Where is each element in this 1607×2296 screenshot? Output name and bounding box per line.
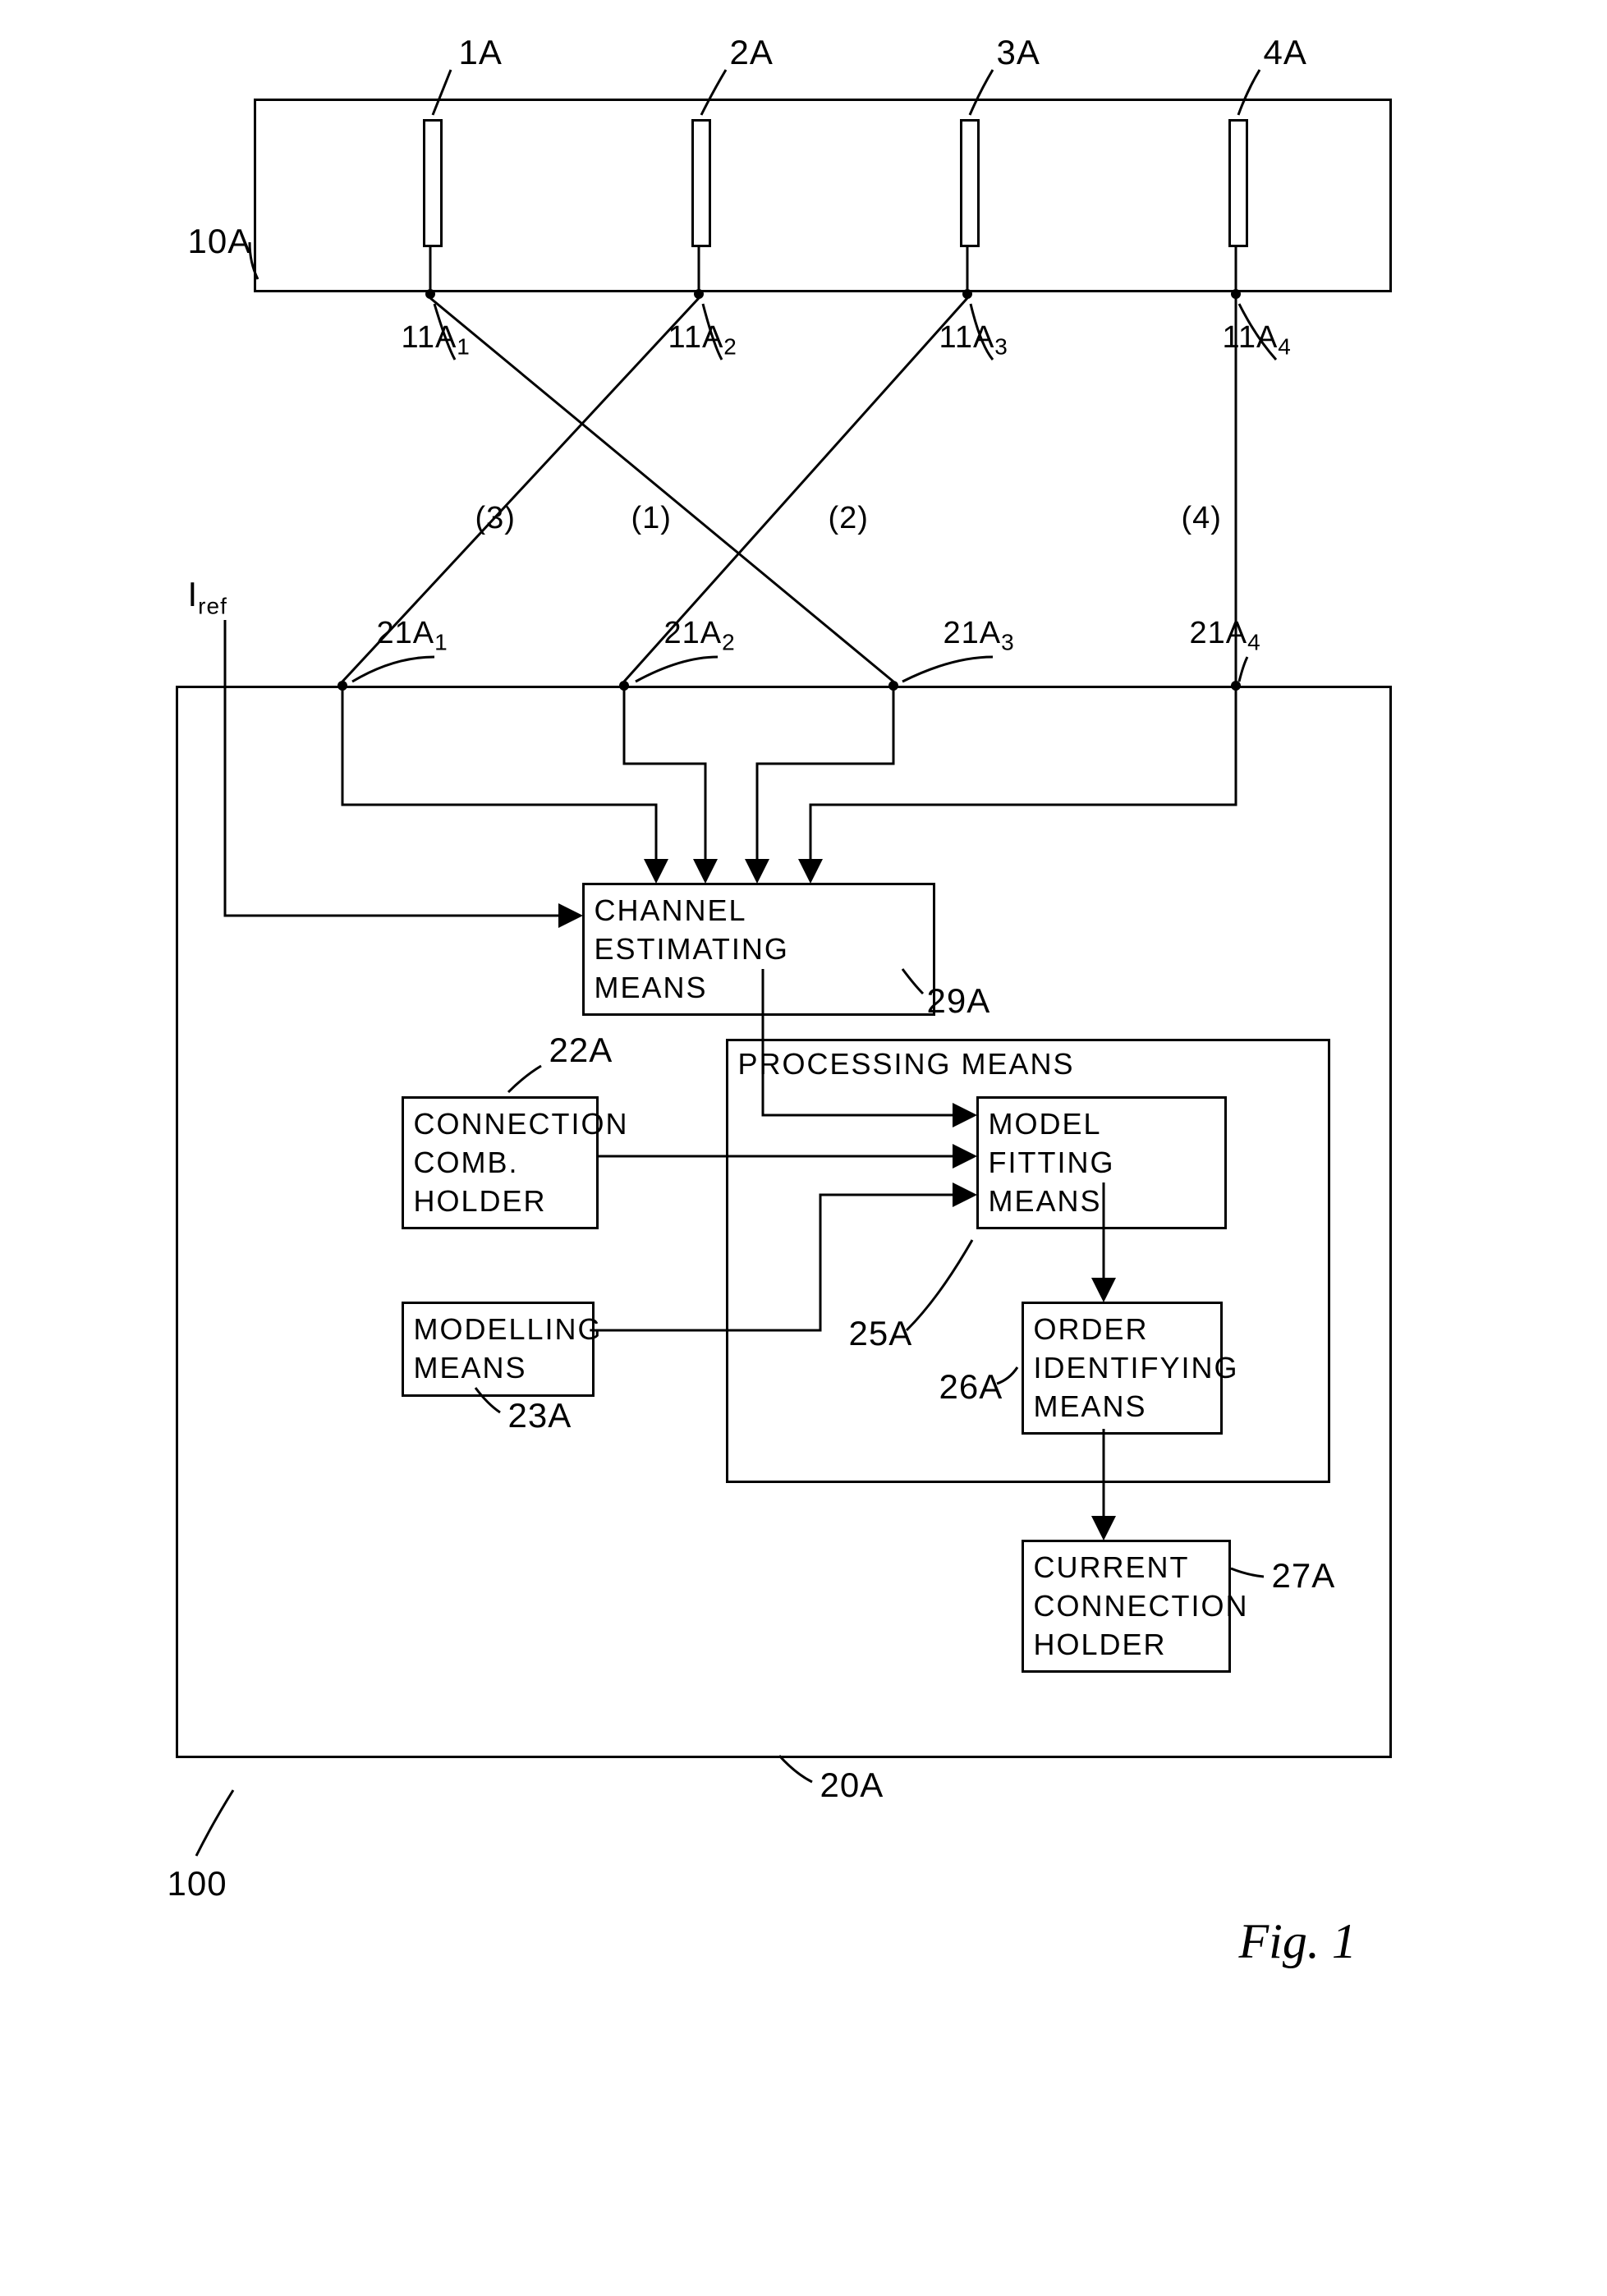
label-processing: PROCESSING MEANS [738, 1047, 1075, 1081]
label-29a: 29A [927, 981, 991, 1021]
label-2a: 2A [730, 33, 774, 72]
label-cross-2: (2) [829, 501, 869, 536]
label-11a2: 11A2 [668, 320, 737, 360]
block-connection-comb: CONNECTION COMB. HOLDER [402, 1096, 599, 1229]
label-23a: 23A [508, 1396, 572, 1435]
label-fig: Fig. 1 [1239, 1913, 1357, 1970]
label-100: 100 [168, 1864, 227, 1903]
label-cross-3: (3) [475, 501, 516, 536]
diagram-container: 1A 2A 3A 4A 10A 11A1 11A2 11A3 11A4 (3) … [106, 33, 1502, 2004]
antenna-3 [960, 119, 980, 247]
block-current-connection: CURRENT CONNECTION HOLDER [1022, 1540, 1231, 1673]
antenna-4 [1228, 119, 1248, 247]
label-27a: 27A [1272, 1556, 1336, 1596]
antenna-1 [423, 119, 443, 247]
block-modelling: MODELLING MEANS [402, 1302, 595, 1397]
label-3a: 3A [997, 33, 1040, 72]
label-11a3: 11A3 [939, 320, 1008, 360]
antenna-2 [691, 119, 711, 247]
label-10a: 10A [188, 222, 252, 261]
label-11a1: 11A1 [402, 320, 471, 360]
label-iref: Iref [188, 575, 227, 619]
label-1a: 1A [459, 33, 503, 72]
block-order-identifying: ORDER IDENTIFYING MEANS [1022, 1302, 1223, 1435]
label-22a: 22A [549, 1031, 613, 1070]
label-21a2: 21A2 [664, 616, 736, 656]
label-21a4: 21A4 [1190, 616, 1261, 656]
label-4a: 4A [1264, 33, 1307, 72]
label-20a: 20A [820, 1766, 884, 1805]
label-11a4: 11A4 [1223, 320, 1292, 360]
label-cross-1: (1) [631, 501, 672, 536]
block-channel-estimating: CHANNEL ESTIMATING MEANS [582, 883, 935, 1016]
label-25a: 25A [849, 1314, 913, 1353]
label-26a: 26A [939, 1367, 1003, 1407]
label-21a1: 21A1 [377, 616, 448, 656]
label-21a3: 21A3 [944, 616, 1015, 656]
block-model-fitting: MODEL FITTING MEANS [976, 1096, 1227, 1229]
label-cross-4: (4) [1182, 501, 1222, 536]
